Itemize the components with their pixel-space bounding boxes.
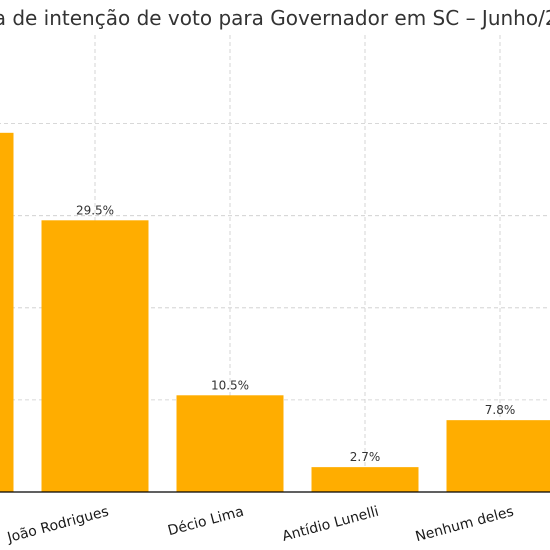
chart-title: Pesquisa de intenção de voto para Govern… [0, 6, 550, 30]
bar-layer [0, 132, 550, 492]
bar-value-label: 10.5% [211, 378, 249, 392]
bar-value-label: 7.8% [485, 403, 516, 417]
bar-value-label: 2.7% [350, 450, 381, 464]
bar [176, 395, 284, 492]
value-label-layer: 29.5% 10.5% 2.7% 7.8% [76, 203, 515, 464]
bar [0, 132, 14, 492]
bar [311, 467, 419, 492]
x-tick-label: Antídio Lunelli [281, 504, 381, 545]
bar [446, 420, 550, 492]
x-tick-label: Décio Lima [166, 504, 245, 540]
x-tick-label: Nenhum deles [414, 504, 516, 546]
x-tick-label: João Rodrigues [5, 504, 111, 547]
bar [41, 220, 149, 492]
bar-value-label: 29.5% [76, 203, 114, 217]
